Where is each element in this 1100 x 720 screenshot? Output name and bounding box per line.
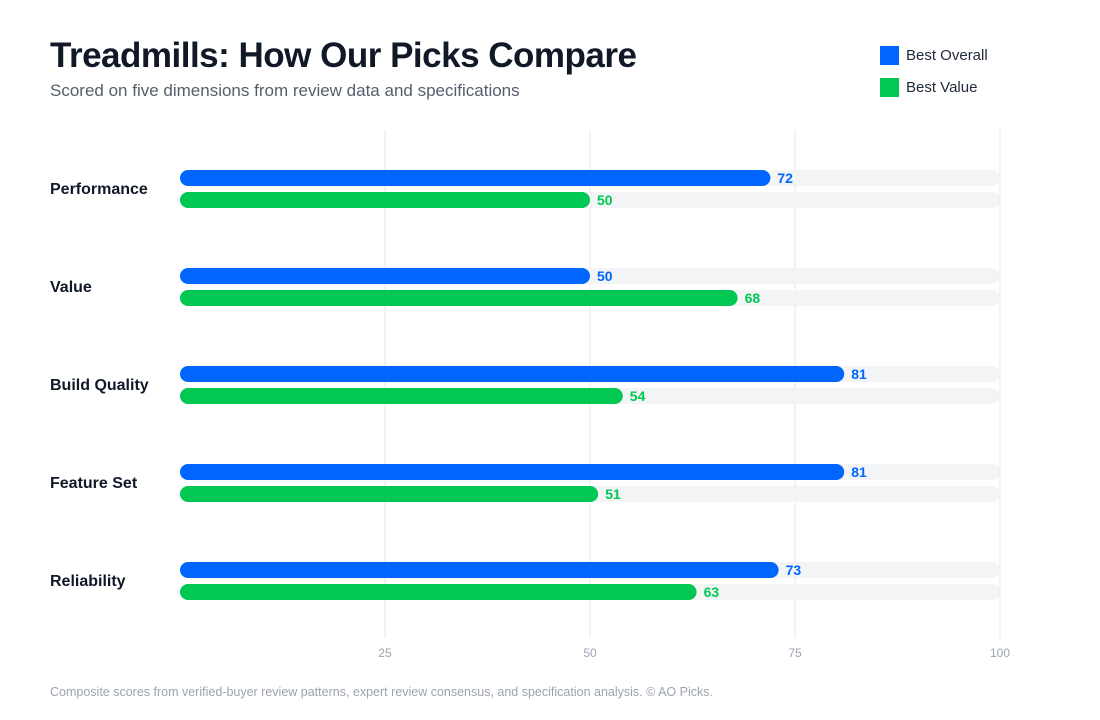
data-label-build-quality-best-overall: 81 [851, 366, 867, 382]
data-label-reliability-best-value: 63 [704, 584, 720, 600]
legend-item-best-overall: Best Overall [880, 45, 988, 65]
category-label-feature-set: Feature Set [50, 475, 138, 492]
data-label-value-best-value: 68 [745, 290, 761, 306]
bar-build-quality-best-overall [180, 366, 845, 382]
legend-label-best-overall: Best Overall [906, 46, 988, 64]
data-label-build-quality-best-value: 54 [630, 388, 646, 404]
category-label-performance: Performance [50, 181, 148, 198]
legend-item-best-value: Best Value [880, 77, 988, 97]
legend: Best Overall Best Value [880, 45, 988, 109]
x-tick-label-75: 75 [788, 646, 802, 660]
x-tick-label-50: 50 [583, 646, 597, 660]
bar-value-best-overall [180, 268, 590, 284]
category-label-build-quality: Build Quality [50, 377, 149, 394]
footer-note: Composite scores from verified-buyer rev… [50, 685, 713, 699]
bar-reliability-best-value [180, 584, 697, 600]
chart-subtitle: Scored on five dimensions from review da… [50, 81, 520, 100]
x-tick-label-100: 100 [990, 646, 1010, 660]
data-label-performance-best-value: 50 [597, 192, 613, 208]
bar-build-quality-best-value [180, 388, 623, 404]
bar-performance-best-value [180, 192, 590, 208]
legend-swatch-best-value [880, 77, 899, 97]
x-tick-label-25: 25 [378, 646, 392, 660]
bar-feature-set-best-overall [180, 464, 845, 480]
category-label-value: Value [50, 279, 92, 296]
data-label-performance-best-overall: 72 [777, 170, 793, 186]
bar-performance-best-overall [180, 170, 771, 186]
data-label-feature-set-best-value: 51 [605, 486, 621, 502]
legend-label-best-value: Best Value [906, 78, 978, 96]
data-label-feature-set-best-overall: 81 [851, 464, 867, 480]
data-label-reliability-best-overall: 73 [786, 562, 802, 578]
bar-feature-set-best-value [180, 486, 599, 502]
data-label-value-best-overall: 50 [597, 268, 613, 284]
category-label-reliability: Reliability [50, 573, 126, 590]
legend-swatch-best-overall [880, 45, 899, 65]
chart-title: Treadmills: How Our Picks Compare [50, 36, 637, 75]
bar-reliability-best-overall [180, 562, 779, 578]
bar-value-best-value [180, 290, 738, 306]
